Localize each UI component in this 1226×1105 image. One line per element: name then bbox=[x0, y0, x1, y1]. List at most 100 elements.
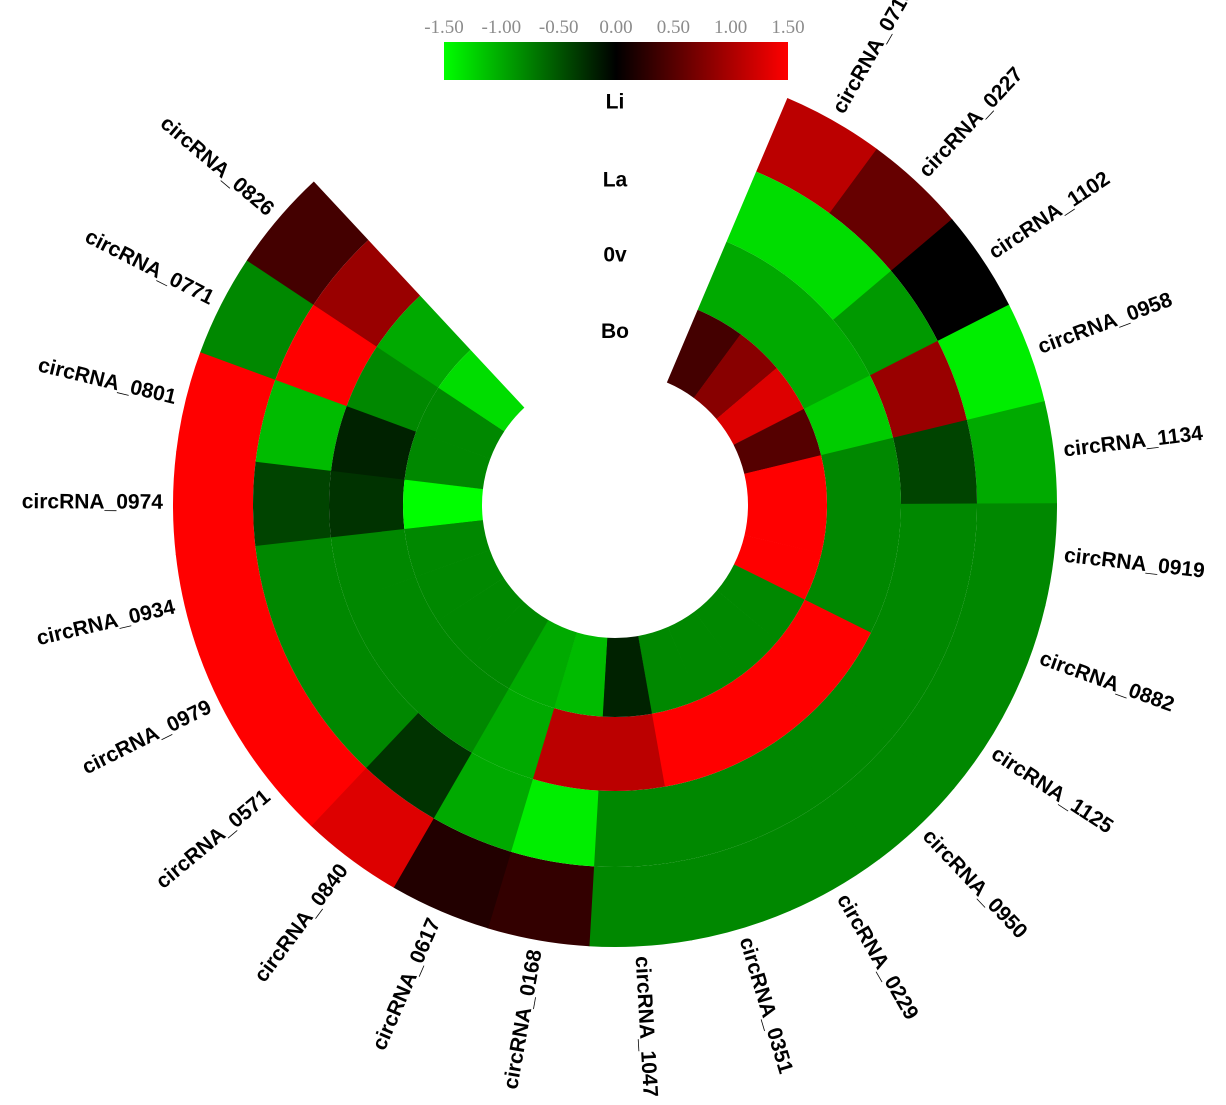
heatmap-cells bbox=[173, 97, 1058, 948]
heatmap-cell-la-circrna_0979 bbox=[274, 601, 376, 704]
heatmap-cell-li-circrna_0168 bbox=[487, 851, 595, 947]
heatmap-cell-0v-circrna_0617 bbox=[471, 688, 555, 779]
heatmap-cell-bo-circrna_0934 bbox=[404, 519, 490, 578]
heatmap-cell-bo-circrna_0719 bbox=[666, 309, 741, 398]
legend-color-bar bbox=[444, 42, 788, 80]
legend-ticks: -1.50 -1.00 -0.50 0.00 0.50 1.00 1.50 bbox=[424, 17, 804, 38]
column-label-circrna_0227: circRNA_0227 bbox=[914, 63, 1027, 182]
column-label-circrna_0958: circRNA_0958 bbox=[1035, 288, 1176, 359]
row-labels: Li La 0v Bo bbox=[601, 91, 629, 344]
heatmap-cell-la-circrna_0934 bbox=[255, 536, 347, 629]
legend-tick-label: 1.50 bbox=[771, 17, 804, 38]
heatmap-cell-la-circrna_0801 bbox=[255, 379, 347, 471]
heatmap-cell-bo-circrna_0958 bbox=[733, 408, 822, 474]
heatmap-cell-0v-circrna_1102 bbox=[776, 319, 871, 410]
legend-tick-label: 0.50 bbox=[657, 17, 690, 38]
heatmap-cell-li-circrna_0229 bbox=[758, 794, 880, 911]
heatmap-cell-bo-circrna_0168 bbox=[553, 632, 608, 717]
heatmap-cell-la-circrna_1125 bbox=[834, 632, 939, 738]
heatmap-cell-0v-circrna_1047 bbox=[597, 713, 665, 791]
heatmap-cell-li-circrna_0840 bbox=[310, 767, 434, 888]
heatmap-cell-li-circrna_0719 bbox=[756, 97, 878, 214]
heatmap-cell-bo-circrna_0826 bbox=[438, 349, 525, 432]
heatmap-cell-li-circrna_0801 bbox=[176, 351, 276, 462]
heatmap-cell-la-circrna_1102 bbox=[833, 270, 938, 376]
heatmap-cell-la-circrna_0950 bbox=[785, 688, 893, 796]
heatmap-cell-0v-circrna_1125 bbox=[777, 599, 871, 689]
column-label-circrna_0840: circRNA_0840 bbox=[250, 860, 353, 987]
column-label-circrna_0571: circRNA_0571 bbox=[152, 785, 275, 893]
heatmap-cell-li-circrna_0958 bbox=[937, 304, 1045, 421]
heatmap-cell-0v-circrna_0227 bbox=[740, 274, 834, 369]
heatmap-cell-bo-circrna_0974 bbox=[402, 479, 483, 530]
heatmap-cell-0v-circrna_0950 bbox=[741, 640, 835, 735]
legend-tick-label: 1.00 bbox=[714, 17, 747, 38]
column-label-circrna_1047: circRNA_1047 bbox=[631, 956, 662, 1098]
heatmap-cell-bo-circrna_0351 bbox=[637, 627, 700, 714]
column-label-circrna_0351: circRNA_0351 bbox=[735, 934, 798, 1076]
heatmap-cell-0v-circrna_0974 bbox=[329, 470, 405, 538]
heatmap-cell-bo-circrna_0882 bbox=[733, 535, 822, 600]
heatmap-cell-li-circrna_0826 bbox=[246, 181, 369, 305]
column-label-circrna_0919: circRNA_0919 bbox=[1063, 544, 1206, 583]
heatmap-cell-la-circrna_0571 bbox=[311, 661, 419, 768]
column-label-circrna_1134: circRNA_1134 bbox=[1062, 422, 1204, 462]
heatmap-cell-bo-circrna_1047 bbox=[602, 635, 652, 717]
heatmap-cell-la-circrna_0882 bbox=[870, 569, 968, 668]
legend-tick-label: -0.50 bbox=[539, 17, 579, 38]
heatmap-cell-li-circrna_0950 bbox=[831, 737, 955, 860]
column-label-circrna_0801: circRNA_0801 bbox=[36, 353, 179, 409]
row-label-bo: Bo bbox=[601, 320, 629, 343]
column-label-circrna_0979: circRNA_0979 bbox=[79, 696, 216, 780]
heatmap-cell-la-circrna_0958 bbox=[869, 340, 967, 439]
heatmap-cell-0v-circrna_1134 bbox=[821, 437, 901, 505]
heatmap-cell-la-circrna_0351 bbox=[664, 767, 759, 862]
heatmap-cell-li-circrna_0771 bbox=[200, 259, 314, 380]
heatmap-cell-li-circrna_1102 bbox=[890, 218, 1010, 342]
heatmap-cell-li-circrna_0351 bbox=[677, 837, 791, 941]
column-label-circrna_0882: circRNA_0882 bbox=[1037, 647, 1178, 717]
heatmap-cell-0v-circrna_0571 bbox=[375, 620, 470, 713]
column-label-circrna_0168: circRNA_0168 bbox=[499, 948, 546, 1091]
heatmap-cell-la-circrna_0168 bbox=[510, 778, 599, 867]
heatmap-cell-bo-circrna_1102 bbox=[716, 367, 805, 445]
heatmap-cell-0v-circrna_0919 bbox=[821, 503, 902, 571]
heatmap-cell-la-circrna_0617 bbox=[433, 752, 533, 852]
heatmap-cell-la-circrna_0229 bbox=[728, 734, 832, 838]
row-label-li: Li bbox=[606, 91, 625, 114]
heatmap-cell-la-circrna_0919 bbox=[893, 503, 978, 588]
legend-tick-label: -1.50 bbox=[424, 17, 464, 38]
heatmap-cell-li-circrna_1125 bbox=[892, 666, 1011, 789]
heatmap-cell-la-circrna_0974 bbox=[253, 461, 332, 547]
heatmap-cell-la-circrna_1134 bbox=[892, 419, 977, 505]
heatmap-cell-0v-circrna_0801 bbox=[331, 405, 417, 480]
heatmap-cell-bo-circrna_0229 bbox=[667, 611, 742, 700]
heatmap-cell-bo-circrna_0227 bbox=[693, 334, 777, 420]
heatmap-cell-bo-circrna_0979 bbox=[415, 549, 504, 622]
heatmap-cell-li-circrna_0974 bbox=[173, 451, 256, 556]
heatmap-cell-0v-circrna_0958 bbox=[803, 375, 894, 456]
row-label-la: La bbox=[603, 169, 628, 192]
heatmap-cell-la-circrna_0826 bbox=[313, 240, 421, 347]
heatmap-cell-0v-circrna_0719 bbox=[697, 241, 785, 335]
color-legend: -1.50 -1.00 -0.50 0.00 0.50 1.00 1.50 bbox=[424, 17, 805, 80]
heatmap-cell-bo-circrna_0771 bbox=[416, 387, 505, 460]
heatmap-cell-bo-circrna_0571 bbox=[437, 577, 524, 660]
legend-tick-label: -1.00 bbox=[482, 17, 522, 38]
heatmap-cell-bo-circrna_0840 bbox=[469, 601, 549, 689]
column-label-circrna_0719: circRNA_0719 bbox=[828, 0, 918, 118]
heatmap-cell-0v-circrna_0168 bbox=[532, 707, 603, 791]
heatmap-cell-la-circrna_0719 bbox=[726, 171, 830, 275]
heatmap-cell-li-circrna_0934 bbox=[175, 545, 275, 656]
heatmap-cell-0v-circrna_0882 bbox=[804, 553, 894, 634]
heatmap-cell-bo-circrna_0950 bbox=[694, 590, 778, 676]
heatmap-cell-li-circrna_1134 bbox=[966, 401, 1057, 505]
heatmap-cell-la-circrna_0840 bbox=[365, 712, 472, 819]
heatmap-cell-0v-circrna_0351 bbox=[651, 699, 729, 787]
heatmap-cell-li-circrna_0919 bbox=[967, 503, 1058, 607]
heatmap-cell-li-circrna_1047 bbox=[588, 861, 693, 948]
column-label-circrna_0229: circRNA_0229 bbox=[832, 890, 923, 1024]
column-label-circrna_1125: circRNA_1125 bbox=[987, 742, 1117, 838]
heatmap-cell-bo-circrna_1134 bbox=[744, 455, 827, 505]
